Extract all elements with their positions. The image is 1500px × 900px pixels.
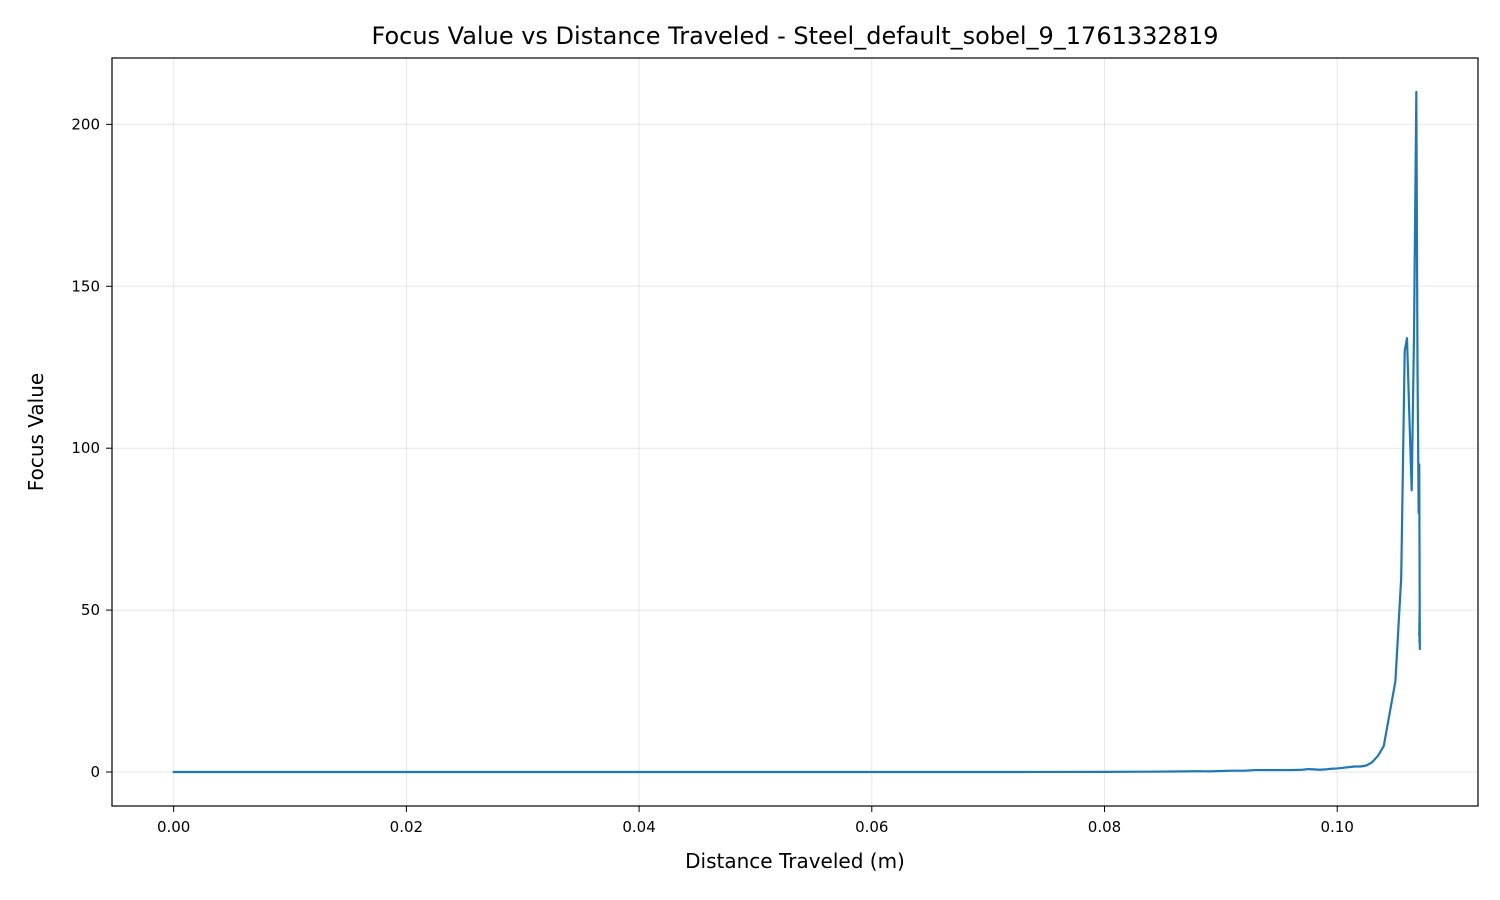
x-axis-label: Distance Traveled (m) xyxy=(685,849,905,873)
y-tick-label: 150 xyxy=(71,277,100,295)
x-tick-label: 0.00 xyxy=(157,818,190,836)
x-tick-label: 0.02 xyxy=(390,818,423,836)
y-tick-label: 200 xyxy=(71,115,100,133)
series-line-group xyxy=(172,90,1421,774)
x-axis-ticks: 0.00 0.02 0.04 0.06 0.08 0.10 xyxy=(157,806,1354,836)
series-line xyxy=(172,90,1421,774)
plot-frame xyxy=(111,57,1479,807)
y-tick-label: 50 xyxy=(81,601,100,619)
x-tick-label: 0.06 xyxy=(855,818,888,836)
y-tick-label: 100 xyxy=(71,439,100,457)
y-axis-ticks: 0 50 100 150 200 xyxy=(71,115,112,781)
grid-lines xyxy=(112,58,1478,806)
x-tick-label: 0.08 xyxy=(1088,818,1121,836)
chart-title: Focus Value vs Distance Traveled - Steel… xyxy=(372,22,1219,50)
y-axis-label: Focus Value xyxy=(24,373,48,491)
x-tick-label: 0.04 xyxy=(622,818,655,836)
y-tick-label: 0 xyxy=(90,763,100,781)
x-tick-label: 0.10 xyxy=(1321,818,1354,836)
